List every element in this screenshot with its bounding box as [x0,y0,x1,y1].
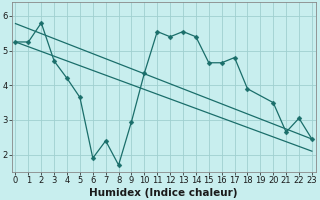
X-axis label: Humidex (Indice chaleur): Humidex (Indice chaleur) [90,188,238,198]
